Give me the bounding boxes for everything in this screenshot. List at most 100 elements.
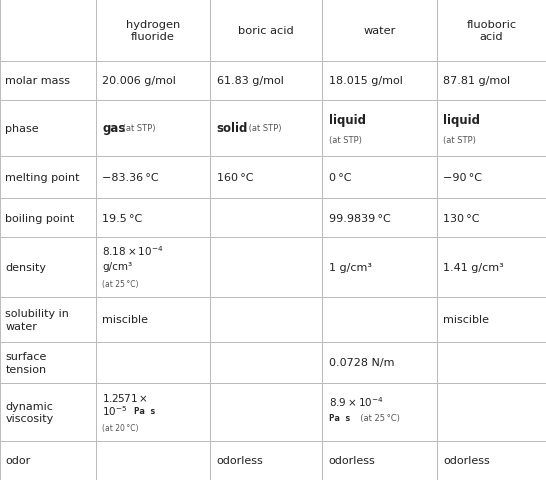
Bar [0,157,96,199]
Bar [96,441,210,480]
Text: liquid: liquid [443,114,480,127]
Bar [0,298,96,342]
Text: (at STP): (at STP) [120,124,156,133]
Text: odorless: odorless [329,456,376,466]
Bar [322,199,437,238]
Bar [437,441,546,480]
Text: 20.006 g/mol: 20.006 g/mol [102,76,176,86]
Bar [322,157,437,199]
Bar [96,238,210,298]
Bar [210,157,322,199]
Text: solid: solid [217,122,248,135]
Bar [322,61,437,101]
Bar [0,199,96,238]
Text: 0.0728 N/m: 0.0728 N/m [329,358,394,368]
Text: −90 °C: −90 °C [443,173,482,183]
Text: 61.83 g/mol: 61.83 g/mol [217,76,283,86]
Bar [437,238,546,298]
Bar [96,298,210,342]
Bar [0,61,96,101]
Text: odorless: odorless [443,456,490,466]
Text: fluoboric
acid: fluoboric acid [466,20,517,42]
Bar [0,0,96,61]
Text: gas: gas [102,122,126,135]
Bar [210,384,322,441]
Text: miscible: miscible [443,315,489,325]
Text: phase: phase [5,124,39,134]
Bar [210,0,322,61]
Text: liquid: liquid [329,114,366,127]
Bar [0,342,96,384]
Bar [96,384,210,441]
Text: odorless: odorless [217,456,264,466]
Text: melting point: melting point [5,173,80,183]
Bar [437,101,546,157]
Bar [437,384,546,441]
Bar [0,238,96,298]
Text: boiling point: boiling point [5,213,75,223]
Bar [210,61,322,101]
Bar [210,298,322,342]
Bar [210,238,322,298]
Bar [322,342,437,384]
Text: 1.41 g/cm³: 1.41 g/cm³ [443,263,504,273]
Text: odor: odor [5,456,31,466]
Text: density: density [5,263,46,273]
Bar [322,101,437,157]
Bar [0,441,96,480]
Text: 1 g/cm³: 1 g/cm³ [329,263,372,273]
Text: (at 25 °C): (at 25 °C) [355,413,400,422]
Bar [210,342,322,384]
Bar [322,384,437,441]
Bar [210,441,322,480]
Text: hydrogen
fluoride: hydrogen fluoride [126,20,180,42]
Bar [437,199,546,238]
Bar [96,342,210,384]
Text: −83.36 °C: −83.36 °C [102,173,159,183]
Bar [322,441,437,480]
Text: (at 25 °C): (at 25 °C) [102,279,139,288]
Bar [96,157,210,199]
Text: (at STP): (at STP) [329,135,361,144]
Text: 130 °C: 130 °C [443,213,480,223]
Text: 160 °C: 160 °C [217,173,253,183]
Text: dynamic
viscosity: dynamic viscosity [5,401,54,423]
Bar [0,384,96,441]
Text: solubility in
water: solubility in water [5,309,69,331]
Text: water: water [363,26,396,36]
Bar [322,298,437,342]
Text: Pa s: Pa s [134,406,155,415]
Text: 99.9839 °C: 99.9839 °C [329,213,390,223]
Text: g/cm³: g/cm³ [102,262,132,271]
Bar [322,238,437,298]
Text: 18.015 g/mol: 18.015 g/mol [329,76,402,86]
Bar [210,101,322,157]
Bar [96,0,210,61]
Text: 87.81 g/mol: 87.81 g/mol [443,76,511,86]
Bar [210,199,322,238]
Bar [437,157,546,199]
Text: (at STP): (at STP) [246,124,282,133]
Text: 19.5 °C: 19.5 °C [102,213,143,223]
Text: surface
tension: surface tension [5,351,47,374]
Bar [96,101,210,157]
Text: $10^{-5}$: $10^{-5}$ [102,404,127,418]
Text: $8.9\times10^{-4}$: $8.9\times10^{-4}$ [329,394,383,408]
Bar [437,61,546,101]
Text: 0 °C: 0 °C [329,173,351,183]
Text: boric acid: boric acid [238,26,294,36]
Text: (at STP): (at STP) [443,135,476,144]
Bar [96,199,210,238]
Text: (at 20 °C): (at 20 °C) [102,423,139,432]
Text: miscible: miscible [102,315,148,325]
Bar [96,61,210,101]
Bar [0,101,96,157]
Bar [437,342,546,384]
Text: molar mass: molar mass [5,76,70,86]
Bar [437,298,546,342]
Text: Pa s: Pa s [329,413,350,422]
Text: $8.18\times10^{-4}$: $8.18\times10^{-4}$ [102,244,163,258]
Text: $1.2571\times$: $1.2571\times$ [102,391,149,403]
Bar [322,0,437,61]
Bar [437,0,546,61]
